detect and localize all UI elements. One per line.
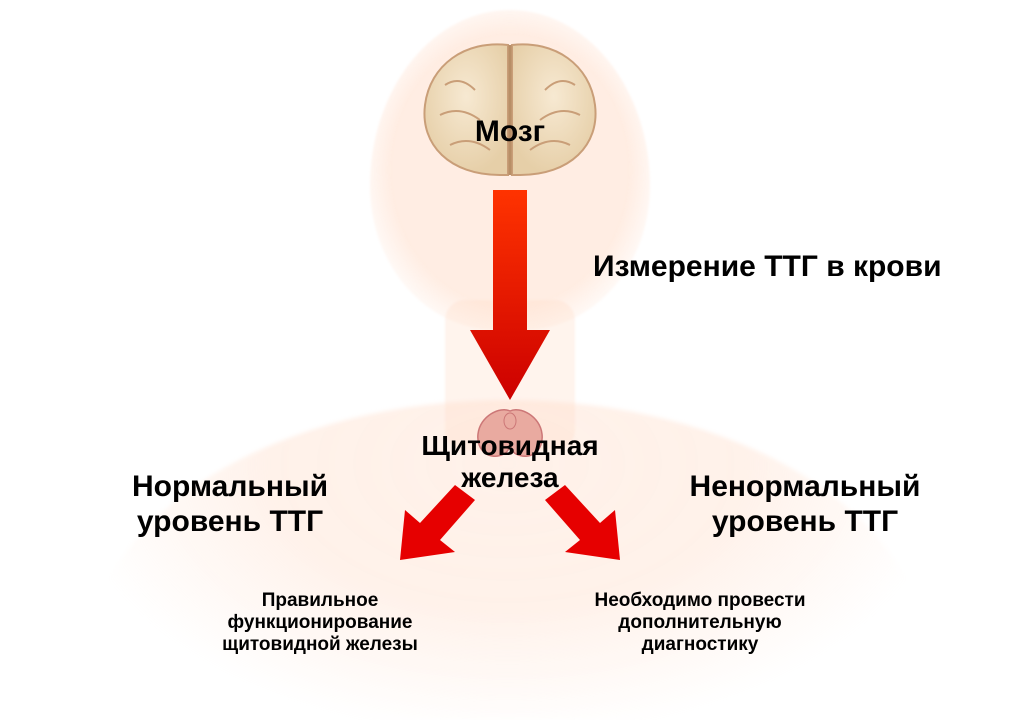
- thyroid-label: Щитовидная железа: [370, 430, 650, 494]
- abnormal-desc-l3: диагностику: [642, 634, 759, 655]
- abnormal-title-l1: Ненормальный: [690, 470, 921, 503]
- normal-title-l2: уровень ТТГ: [137, 505, 323, 538]
- abnormal-desc-l1: Необходимо провести: [594, 590, 805, 611]
- brain-label: Мозг: [470, 115, 550, 150]
- abnormal-title-l2: уровень ТТГ: [712, 505, 898, 538]
- normal-desc: Правильное функционирование щитовидной ж…: [190, 590, 450, 656]
- diagram-stage: Мозг Измерение ТТГ в крови Щитовидная же…: [0, 0, 1013, 720]
- silhouette: [0, 0, 1013, 720]
- normal-desc-l3: щитовидной железы: [222, 634, 418, 655]
- normal-title: Нормальный уровень ТТГ: [105, 470, 355, 539]
- normal-title-l1: Нормальный: [132, 470, 328, 503]
- measure-label: Измерение ТТГ в крови: [593, 250, 963, 285]
- normal-desc-l2: функционирование: [228, 612, 413, 633]
- abnormal-desc-l2: дополнительную: [618, 612, 781, 633]
- normal-desc-l1: Правильное: [262, 590, 379, 611]
- abnormal-desc: Необходимо провести дополнительную диагн…: [555, 590, 845, 656]
- abnormal-title: Ненормальный уровень ТТГ: [665, 470, 945, 539]
